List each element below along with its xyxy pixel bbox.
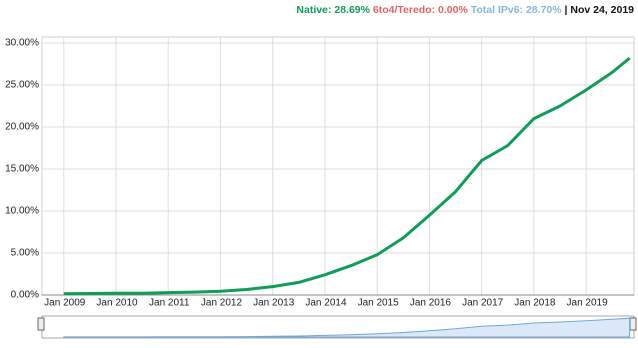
y-tick-label: 5.00% xyxy=(11,248,39,259)
navigator-area xyxy=(63,317,631,338)
x-tick-label: Jan 2012 xyxy=(201,298,243,309)
x-tick-label: Jan 2014 xyxy=(305,298,347,309)
navigator-handle-left[interactable] xyxy=(37,317,45,331)
header-item: | Nov 24, 2019 xyxy=(565,4,635,16)
series-line xyxy=(63,56,631,296)
x-tick-label: Jan 2013 xyxy=(253,298,295,309)
x-tick-label: Jan 2009 xyxy=(44,298,86,309)
y-tick-label: 30.00% xyxy=(5,38,39,49)
x-tick-label: Jan 2015 xyxy=(358,298,400,309)
header-item: Total IPv6: 28.70% xyxy=(471,4,563,16)
header-item: 6to4/Teredo: 0.00% xyxy=(373,4,469,16)
x-tick-label: Jan 2019 xyxy=(567,298,609,309)
header: Native: 28.69% 6to4/Teredo: 0.00% Total … xyxy=(296,4,634,16)
x-tick-label: Jan 2010 xyxy=(96,298,138,309)
x-tick-label: Jan 2018 xyxy=(514,298,556,309)
x-tick-label: Jan 2011 xyxy=(149,298,190,309)
y-tick-label: 20.00% xyxy=(5,122,39,133)
y-tick-label: 15.00% xyxy=(5,164,39,175)
x-tick-label: Jan 2017 xyxy=(462,298,504,309)
y-tick-label: 10.00% xyxy=(5,206,39,217)
y-tick-label: 0.00% xyxy=(11,290,39,301)
header-item: Native: 28.69% xyxy=(296,4,370,16)
navigator-handle-right[interactable] xyxy=(629,317,637,331)
x-tick-label: Jan 2016 xyxy=(410,298,452,309)
plot-area xyxy=(41,36,635,296)
y-tick-label: 25.00% xyxy=(5,80,39,91)
